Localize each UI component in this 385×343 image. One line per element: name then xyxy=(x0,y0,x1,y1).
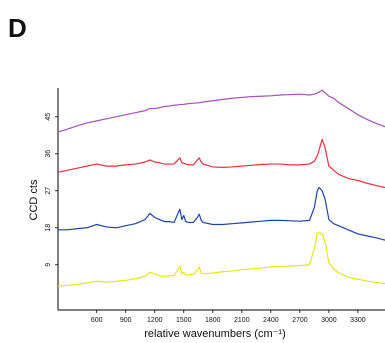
x-tick-label: 3000 xyxy=(321,317,337,324)
y-tick-label: 45 xyxy=(45,113,52,121)
x-tick-label: 3300 xyxy=(350,317,366,324)
x-tick-label: 2700 xyxy=(292,317,308,324)
x-tick-label: 1200 xyxy=(147,317,163,324)
y-tick-label: 9 xyxy=(45,263,52,267)
x-tick-label: 1500 xyxy=(176,317,192,324)
x-tick-label: 600 xyxy=(91,317,103,324)
x-tick-label: 2100 xyxy=(234,317,250,324)
y-tick-label: 36 xyxy=(45,150,52,158)
spectrum-line xyxy=(58,186,385,241)
spectrum-line xyxy=(57,232,385,287)
y-tick-label: 27 xyxy=(45,187,52,195)
x-tick-label: 900 xyxy=(120,317,132,324)
x-tick-label: 1800 xyxy=(205,317,221,324)
spectrum-line xyxy=(57,138,385,189)
y-tick-label: 18 xyxy=(45,224,52,232)
y-axis-title: CCD cts xyxy=(28,179,40,220)
spectrum-line xyxy=(57,89,385,133)
x-tick-label: 2400 xyxy=(263,317,279,324)
panel-label: D xyxy=(8,13,27,43)
x-axis-title: relative wavenumbers (cm⁻¹) xyxy=(144,328,286,340)
